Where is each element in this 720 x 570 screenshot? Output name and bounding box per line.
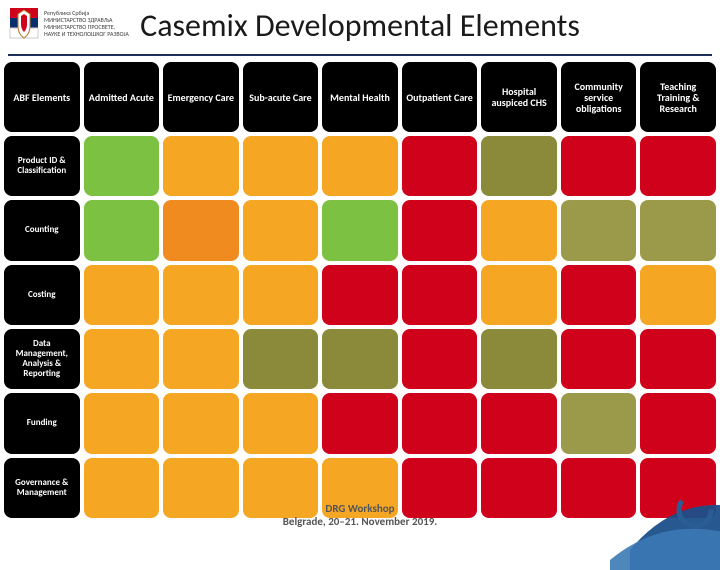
- cell-product-teaching: [640, 136, 716, 196]
- cell-funding-hospital: [481, 393, 557, 453]
- row-header-counting: Counting: [4, 200, 80, 260]
- cell-counting-teaching: [640, 200, 716, 260]
- column-header-label: Community service obligations: [564, 81, 634, 114]
- cell-data-teaching: [640, 329, 716, 389]
- cell-funding-emergency: [163, 393, 239, 453]
- cell-costing-subacute: [243, 265, 319, 325]
- row-header-label: Governance & Management: [7, 478, 77, 498]
- column-header-hospital: Hospital auspiced CHS: [481, 62, 557, 132]
- row-header-funding: Funding: [4, 393, 80, 453]
- cell-data-emergency: [163, 329, 239, 389]
- cell-data-subacute: [243, 329, 319, 389]
- row-header-label: Counting: [25, 225, 59, 235]
- row-header-label: Data Management, Analysis & Reporting: [7, 339, 77, 379]
- row-header-label: Product ID & Classification: [7, 156, 77, 176]
- cell-counting-hospital: [481, 200, 557, 260]
- cell-counting-outpatient: [402, 200, 478, 260]
- column-header-label: Admitted Acute: [89, 92, 154, 103]
- column-header-community: Community service obligations: [561, 62, 637, 132]
- column-header-label: Sub-acute Care: [249, 92, 311, 103]
- column-header-subacute: Sub-acute Care: [243, 62, 319, 132]
- cell-costing-mental: [322, 265, 398, 325]
- footer-line-2: Belgrade, 20–21. November 2019.: [283, 515, 437, 528]
- cell-product-community: [561, 136, 637, 196]
- cell-counting-admitted: [84, 200, 160, 260]
- page-title: Casemix Developmental Elements: [0, 6, 720, 45]
- column-header-label: Outpatient Care: [406, 92, 472, 103]
- cell-costing-hospital: [481, 265, 557, 325]
- row-header-product: Product ID & Classification: [4, 136, 80, 196]
- cell-product-hospital: [481, 136, 557, 196]
- footer-line-1: DRG Workshop: [325, 502, 394, 515]
- cell-counting-emergency: [163, 200, 239, 260]
- cell-counting-mental: [322, 200, 398, 260]
- cell-data-community: [561, 329, 637, 389]
- column-header-abf: ABF Elements: [4, 62, 80, 132]
- cell-costing-teaching: [640, 265, 716, 325]
- column-header-outpatient: Outpatient Care: [402, 62, 478, 132]
- row-header-label: Costing: [28, 290, 55, 300]
- cell-product-mental: [322, 136, 398, 196]
- cell-funding-community: [561, 393, 637, 453]
- cell-product-emergency: [163, 136, 239, 196]
- cell-funding-mental: [322, 393, 398, 453]
- column-header-emergency: Emergency Care: [163, 62, 239, 132]
- cell-funding-admitted: [84, 393, 160, 453]
- column-header-teaching: Teaching Training & Research: [640, 62, 716, 132]
- row-header-data: Data Management, Analysis & Reporting: [4, 329, 80, 389]
- column-header-label: Emergency Care: [168, 92, 234, 103]
- column-header-label: Teaching Training & Research: [643, 81, 713, 114]
- column-header-admitted: Admitted Acute: [84, 62, 160, 132]
- cell-funding-teaching: [640, 393, 716, 453]
- cell-data-outpatient: [402, 329, 478, 389]
- column-header-mental: Mental Health: [322, 62, 398, 132]
- cell-funding-outpatient: [402, 393, 478, 453]
- cell-counting-community: [561, 200, 637, 260]
- cell-data-admitted: [84, 329, 160, 389]
- cell-product-outpatient: [402, 136, 478, 196]
- column-header-label: Hospital auspiced CHS: [484, 86, 554, 108]
- cell-data-hospital: [481, 329, 557, 389]
- column-header-label: ABF Elements: [13, 92, 70, 103]
- corner-swoosh-icon: [610, 450, 720, 570]
- row-header-label: Funding: [27, 418, 57, 428]
- cell-costing-outpatient: [402, 265, 478, 325]
- cell-product-subacute: [243, 136, 319, 196]
- cell-costing-community: [561, 265, 637, 325]
- cell-counting-subacute: [243, 200, 319, 260]
- row-header-costing: Costing: [4, 265, 80, 325]
- cell-funding-subacute: [243, 393, 319, 453]
- cell-data-mental: [322, 329, 398, 389]
- title-underline: [8, 54, 712, 56]
- cell-product-admitted: [84, 136, 160, 196]
- cell-costing-admitted: [84, 265, 160, 325]
- column-header-label: Mental Health: [330, 92, 390, 103]
- cell-costing-emergency: [163, 265, 239, 325]
